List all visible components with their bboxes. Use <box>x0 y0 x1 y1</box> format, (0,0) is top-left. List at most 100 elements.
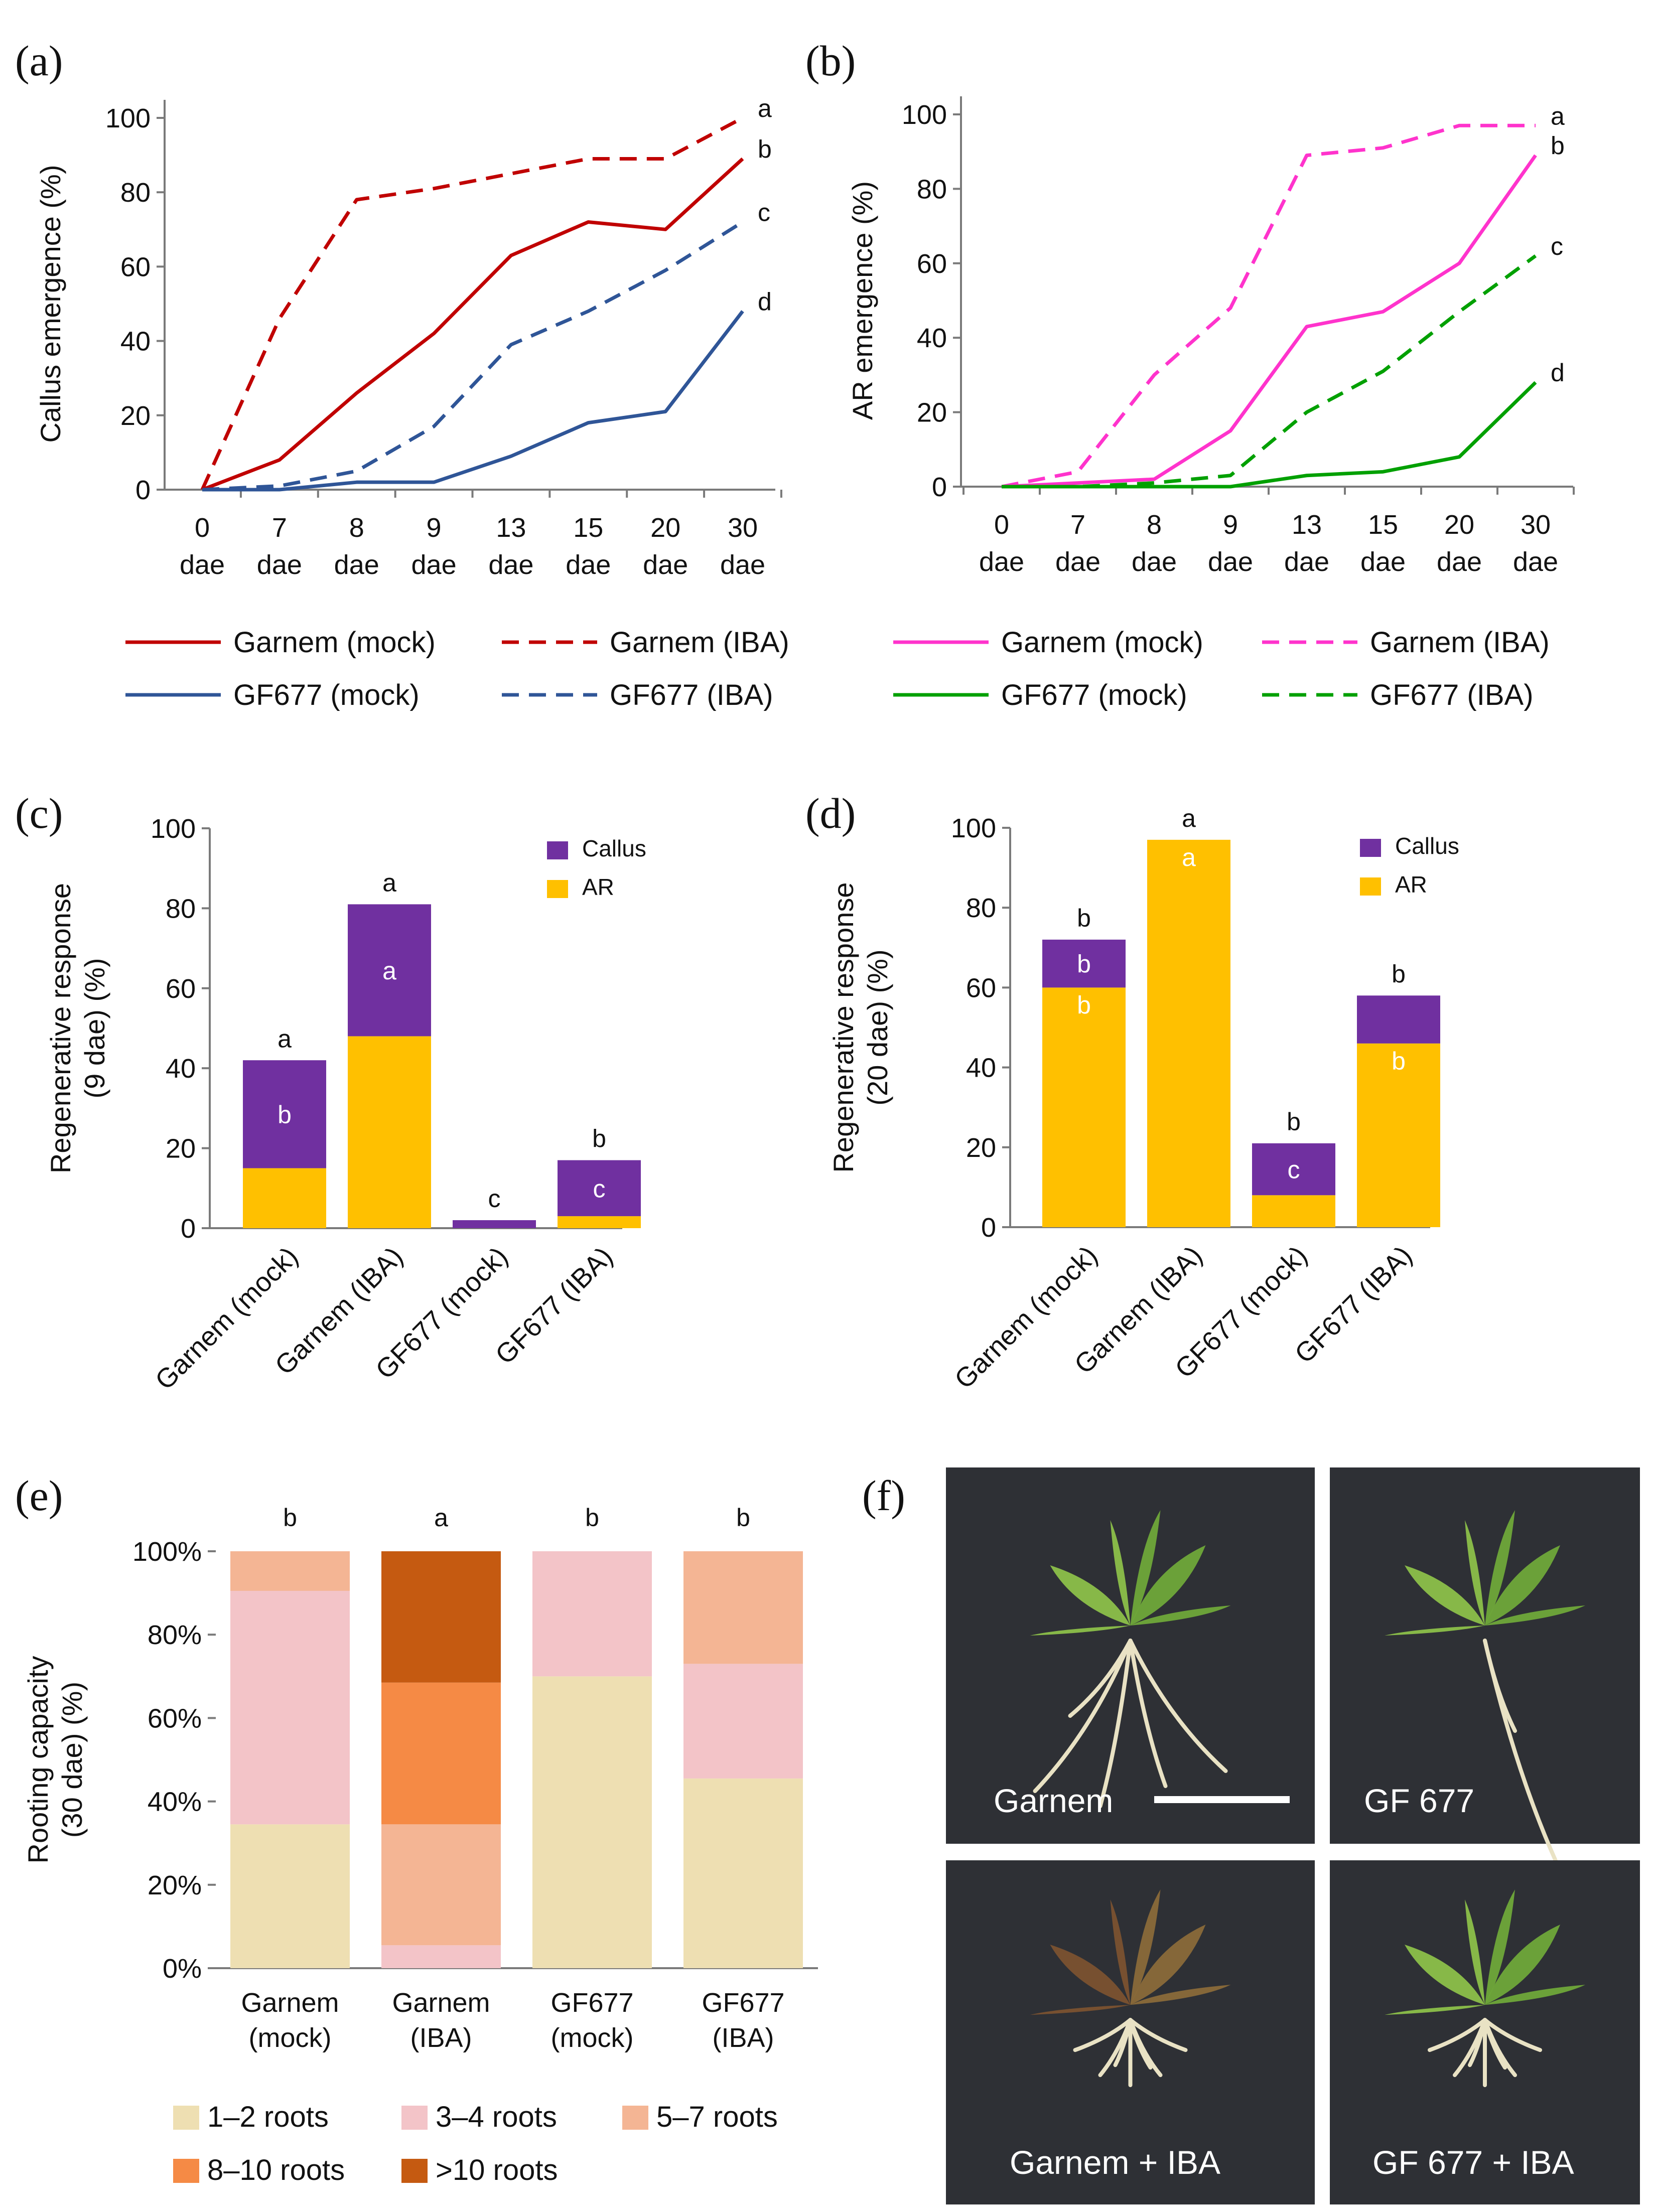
x-tick-label: 15 <box>1368 510 1398 540</box>
significance-letter: c <box>488 1185 501 1213</box>
x-tick-label: dae <box>488 550 533 580</box>
bar-callus <box>1357 995 1440 1044</box>
y-axis-title: Regenerative response <box>45 883 76 1173</box>
y-tick-label: 40 <box>917 323 947 353</box>
photo-background <box>1330 1467 1640 1844</box>
y-tick-label: 60 <box>917 249 947 279</box>
leaf-shape <box>1130 1545 1206 1626</box>
panel-e: (e) 0% 20% 40% 60% 80% 100% Rooting capacity (30… <box>15 1471 818 2186</box>
x-tick-label: Garnem (mock) <box>949 1240 1104 1395</box>
x-tick-label: dae <box>1208 547 1253 577</box>
legend-swatch-ar <box>1360 877 1381 896</box>
y-tick-label: 0 <box>135 475 151 505</box>
y-axis-title: Regenerative response <box>828 882 859 1172</box>
legend-label: Garnem (mock) <box>233 626 436 659</box>
x-tick-label: 30 <box>1521 510 1551 540</box>
x-tick-label: 30 <box>728 513 758 543</box>
root-shape <box>1128 1639 1228 1773</box>
x-tick-label: dae <box>720 550 765 580</box>
significance-letter: c <box>593 1174 606 1203</box>
x-tick-label: 7 <box>1070 510 1085 540</box>
bar-callus <box>348 904 431 1037</box>
panel-b: (b)0204060801000dae7dae8dae9dae13dae15da… <box>805 37 1575 711</box>
panel-c: (c) 0 20 40 60 80 100 Regenerative response (9 d… <box>15 789 646 1396</box>
x-tick-label: dae <box>1284 547 1329 577</box>
significance-letter: b <box>278 1101 292 1129</box>
x-tick-label: dae <box>643 550 688 580</box>
y-tick-label: 60 <box>120 252 151 282</box>
y-tick-label: 80 <box>917 174 947 204</box>
x-tick-label: dae <box>257 550 302 580</box>
legend-label: Garnem (IBA) <box>610 626 789 659</box>
significance-letter: b <box>1287 1108 1301 1136</box>
legend-label: 3–4 roots <box>436 2101 557 2133</box>
photo-caption: Garnem <box>994 1782 1113 1819</box>
x-tick-label: Garnem <box>241 1988 339 2018</box>
bar-5-7-roots <box>381 1824 501 1946</box>
bar-ar <box>558 1216 641 1228</box>
root-shape <box>1033 1639 1133 1793</box>
significance-letter: a <box>1551 102 1565 130</box>
y-tick-label: 20 <box>120 401 151 431</box>
legend-swatch-callus <box>1360 839 1381 857</box>
x-tick-label: 13 <box>1292 510 1322 540</box>
bar-ar <box>1252 1195 1335 1227</box>
y-tick-label: 100 <box>151 814 196 844</box>
leaf-shape <box>1385 1626 1485 1636</box>
y-tick-label: 0% <box>163 1954 202 1984</box>
x-tick-label: 20 <box>1444 510 1474 540</box>
x-tick-label: Garnem (mock) <box>150 1241 304 1396</box>
y-tick-label: 40 <box>966 1053 996 1083</box>
root-shape <box>1128 1639 1168 1788</box>
legend-label: AR <box>582 874 614 900</box>
photo-caption: GF 677 <box>1364 1782 1474 1819</box>
bar-ar <box>1042 987 1126 1227</box>
leaf-shape <box>1130 1925 1206 2005</box>
significance-letter: c <box>758 198 770 226</box>
panel-label: (d) <box>805 789 856 837</box>
y-axis-title: (20 dae) (%) <box>862 949 893 1105</box>
legend-swatch-10-roots <box>401 2159 428 2183</box>
leaf-shape <box>1050 1565 1131 1626</box>
panel-label: (c) <box>15 789 63 837</box>
y-tick-label: 80 <box>166 894 196 924</box>
significance-letter: b <box>585 1504 599 1532</box>
leaf-shape <box>1050 1945 1131 2005</box>
leaf-shape <box>1405 1945 1485 2005</box>
x-tick-label: dae <box>1360 547 1406 577</box>
bar-callus <box>558 1160 641 1217</box>
plantlet-photo: GF 677 + IBA <box>1330 1860 1640 2204</box>
plantlet-photo: Garnem <box>946 1467 1315 1844</box>
bar-ar <box>243 1168 326 1228</box>
x-tick-label: dae <box>1132 547 1177 577</box>
root-shape <box>1428 2018 1487 2052</box>
x-tick-label: dae <box>1437 547 1482 577</box>
leaf-shape <box>1130 1889 1161 2005</box>
significance-letter: a <box>382 868 396 897</box>
y-tick-label: 40% <box>148 1787 202 1817</box>
x-tick-label: GF677 <box>702 1988 784 2018</box>
leaf-shape <box>1110 1520 1131 1626</box>
x-tick-label: 15 <box>573 513 603 543</box>
series-line-garnem-mock <box>201 157 744 492</box>
y-tick-label: 20 <box>166 1134 196 1164</box>
leaf-shape <box>1485 1985 1585 2005</box>
significance-letter: b <box>1392 960 1406 988</box>
x-tick-label: dae <box>1055 547 1100 577</box>
y-tick-label: 60 <box>166 974 196 1004</box>
bar-1-2-roots <box>532 1676 652 1968</box>
y-tick-label: 100 <box>105 103 151 133</box>
significance-letter: a <box>278 1024 292 1053</box>
significance-letter: a <box>382 957 396 985</box>
significance-letter: a <box>1182 804 1196 832</box>
x-tick-label: (mock) <box>551 2023 634 2053</box>
series-line-garnem-iba <box>1001 123 1536 489</box>
bar-8-10-roots <box>381 1682 501 1825</box>
significance-letter: b <box>592 1125 606 1153</box>
series-line-gf677-mock <box>202 310 744 492</box>
legend-label: Garnem (IBA) <box>1370 626 1550 659</box>
root-shape <box>1128 2018 1153 2070</box>
legend-swatch-8-10-roots <box>173 2159 199 2183</box>
bar-5-7-roots <box>230 1551 350 1591</box>
